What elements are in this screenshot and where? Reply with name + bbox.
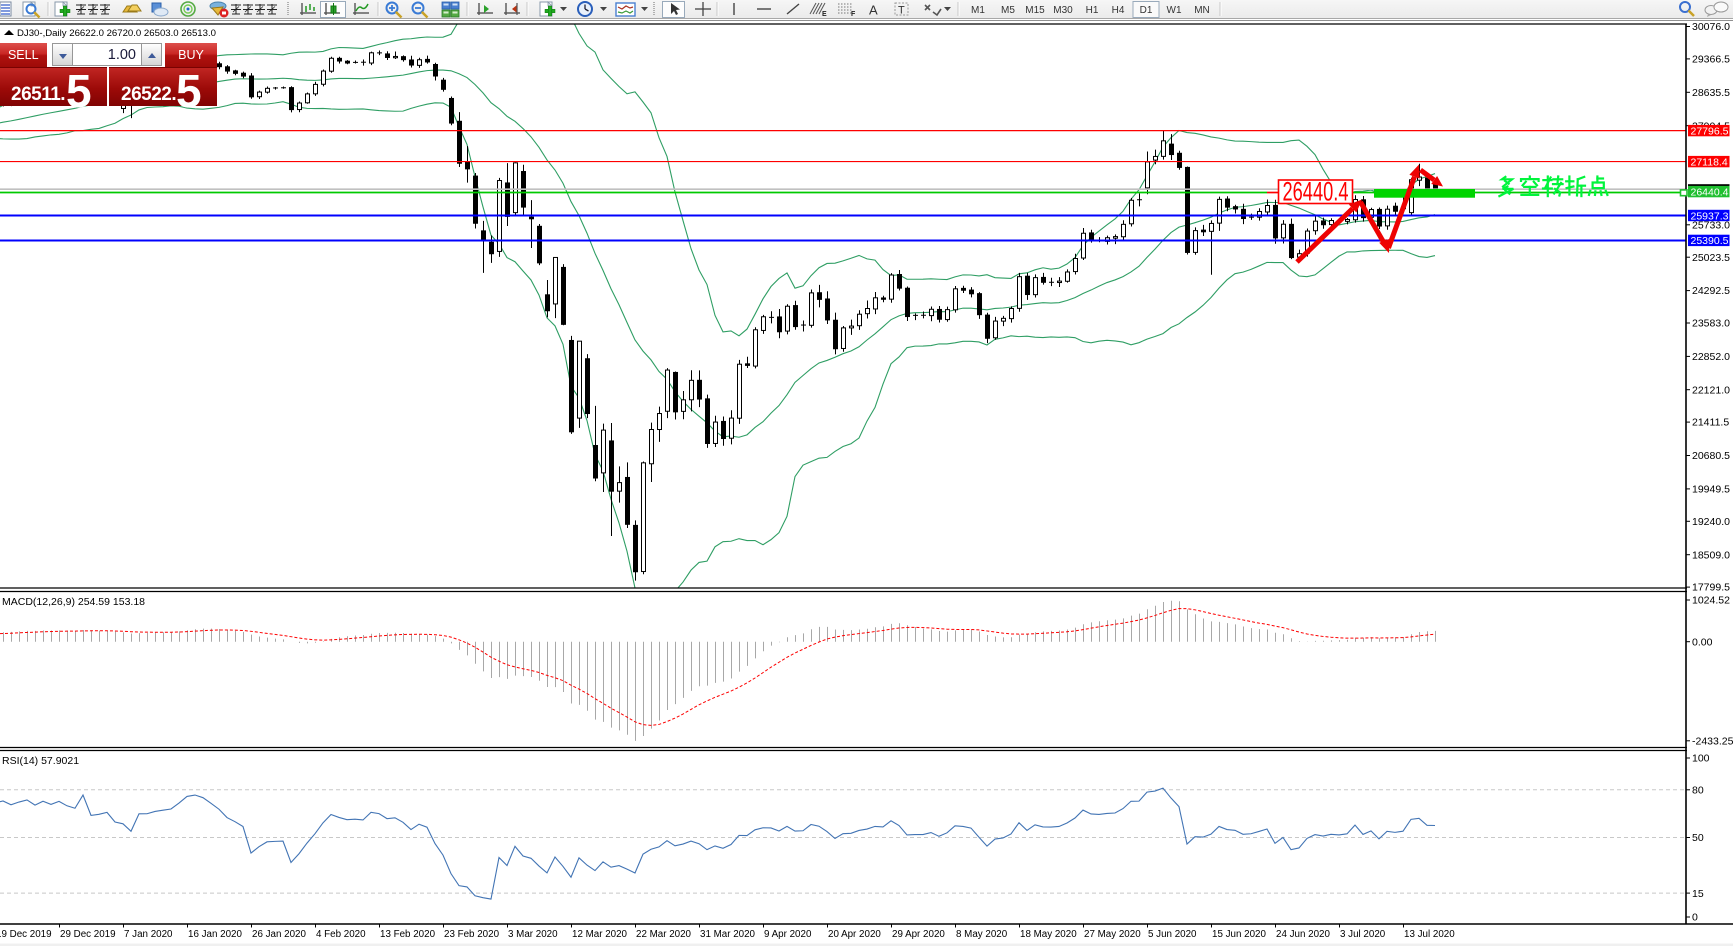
svg-text:7 Jan 2020: 7 Jan 2020 [124,929,173,940]
svg-text:30076.0: 30076.0 [1692,21,1730,33]
svg-text:20680.5: 20680.5 [1692,450,1730,462]
svg-text:50: 50 [1692,832,1704,844]
svg-text:23 Feb 2020: 23 Feb 2020 [444,929,500,940]
svg-text:RSI(14) 57.9021: RSI(14) 57.9021 [2,755,79,767]
svg-text:27118.4: 27118.4 [1691,156,1728,168]
svg-text:24 Jun 2020: 24 Jun 2020 [1276,929,1330,940]
svg-text:29366.5: 29366.5 [1692,54,1730,66]
svg-text:27796.5: 27796.5 [1691,125,1729,137]
svg-text:4 Feb 2020: 4 Feb 2020 [316,929,366,940]
svg-text:M5: M5 [1001,5,1015,16]
svg-text:5 Jun 2020: 5 Jun 2020 [1148,929,1197,940]
svg-text:M1: M1 [971,5,985,16]
svg-text:19 Dec 2019: 19 Dec 2019 [0,929,52,940]
svg-text:22 Mar 2020: 22 Mar 2020 [636,929,692,940]
svg-text:18 May 2020: 18 May 2020 [1020,929,1077,940]
svg-text:M15: M15 [1025,5,1045,16]
svg-text:27 May 2020: 27 May 2020 [1084,929,1141,940]
svg-text:DJ30-,Daily 26622.0 26720.0 2: DJ30-,Daily 26622.0 26720.0 26503.0 2651… [17,28,216,39]
svg-text:26 Jan 2020: 26 Jan 2020 [252,929,306,940]
svg-text:21411.5: 21411.5 [1692,417,1729,429]
svg-text:MACD(12,26,9) 254.59 153.18: MACD(12,26,9) 254.59 153.18 [2,596,145,608]
svg-text:22121.0: 22121.0 [1692,384,1730,396]
svg-text:15: 15 [1692,888,1704,900]
svg-text:100: 100 [1692,753,1710,765]
svg-text:31 Mar 2020: 31 Mar 2020 [700,929,756,940]
svg-text:24292.5: 24292.5 [1692,285,1730,297]
svg-text:25390.5: 25390.5 [1691,235,1729,247]
svg-text:13 Feb 2020: 13 Feb 2020 [380,929,436,940]
svg-text:MN: MN [1194,5,1210,16]
svg-text:18509.0: 18509.0 [1692,549,1730,561]
svg-text:19949.5: 19949.5 [1692,484,1730,496]
svg-text:D1: D1 [1140,5,1153,16]
svg-text:H4: H4 [1112,5,1125,16]
svg-text:25937.3: 25937.3 [1691,210,1729,222]
svg-text:0: 0 [1692,912,1698,924]
svg-text:25733.0: 25733.0 [1692,219,1730,231]
svg-text:3 Jul 2020: 3 Jul 2020 [1340,929,1386,940]
svg-text:20 Apr 2020: 20 Apr 2020 [828,929,881,940]
svg-text:29 Apr 2020: 29 Apr 2020 [892,929,945,940]
svg-text:3 Mar 2020: 3 Mar 2020 [508,929,558,940]
svg-text:9 Apr 2020: 9 Apr 2020 [764,929,812,940]
svg-text:25023.5: 25023.5 [1692,252,1730,264]
svg-text:T: T [898,5,905,17]
svg-text:19240.0: 19240.0 [1692,516,1730,528]
svg-text:1024.52: 1024.52 [1692,595,1730,607]
svg-text:F: F [851,11,856,18]
svg-text:26440.4: 26440.4 [1691,186,1729,198]
svg-text:8 May 2020: 8 May 2020 [956,929,1008,940]
svg-text:15 Jun 2020: 15 Jun 2020 [1212,929,1266,940]
svg-text:0.00: 0.00 [1692,636,1713,648]
svg-text:M30: M30 [1053,5,1073,16]
svg-text:80: 80 [1692,784,1704,796]
svg-text:17799.5: 17799.5 [1692,582,1730,594]
svg-text:W1: W1 [1167,5,1182,16]
svg-text:26440.4: 26440.4 [1283,177,1349,207]
svg-text:13 Jul 2020: 13 Jul 2020 [1404,929,1455,940]
svg-text:E: E [822,11,827,18]
svg-text:16 Jan 2020: 16 Jan 2020 [188,929,242,940]
svg-text:28635.5: 28635.5 [1692,87,1730,99]
svg-text:H1: H1 [1086,5,1099,16]
svg-text:-2433.25: -2433.25 [1692,735,1733,747]
svg-text:29 Dec 2019: 29 Dec 2019 [60,929,116,940]
svg-text:12 Mar 2020: 12 Mar 2020 [572,929,628,940]
svg-text:23583.0: 23583.0 [1692,318,1730,330]
svg-text:22852.0: 22852.0 [1692,351,1730,363]
svg-text:A: A [869,3,878,18]
